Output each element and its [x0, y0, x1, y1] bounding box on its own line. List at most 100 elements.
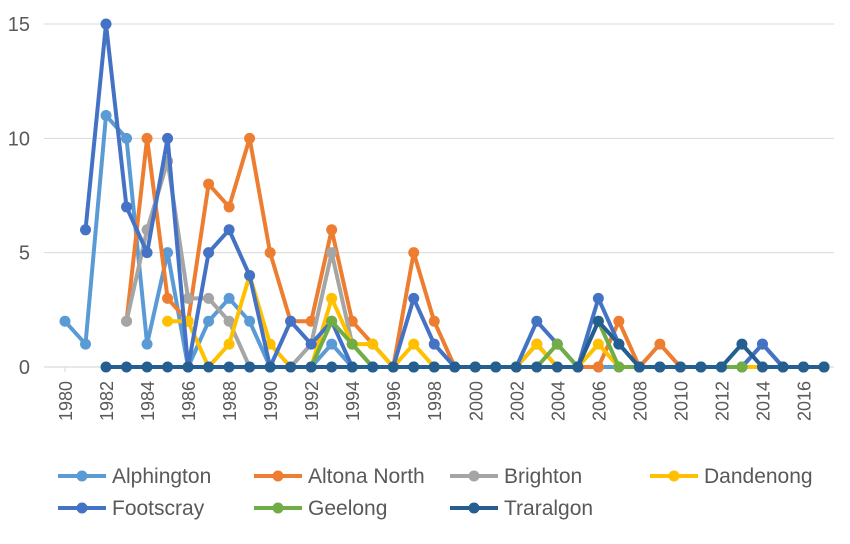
data-point-alphington	[80, 338, 92, 350]
data-point-alphington	[100, 109, 112, 121]
data-point-geelong	[613, 361, 625, 373]
series-traralgon	[100, 315, 830, 373]
data-point-traralgon	[592, 315, 604, 327]
data-point-traralgon	[715, 361, 727, 373]
data-point-alphington	[326, 338, 338, 350]
data-point-traralgon	[141, 361, 153, 373]
data-point-alphington	[223, 292, 235, 304]
data-point-footscray	[80, 224, 92, 236]
data-point-dandenong	[531, 338, 543, 350]
legend-item-traralgon: Traralgon	[450, 497, 593, 520]
x-tick-label: 2010	[671, 381, 691, 421]
data-point-footscray	[203, 247, 215, 259]
data-point-brighton	[223, 315, 235, 327]
data-point-dandenong	[592, 338, 604, 350]
data-point-altona-north	[613, 315, 625, 327]
legend-item-geelong: Geelong	[254, 497, 387, 520]
data-point-traralgon	[121, 361, 133, 373]
data-point-footscray	[428, 338, 440, 350]
data-point-alphington	[203, 315, 215, 327]
x-tick-label: 1998	[425, 381, 445, 421]
data-point-dandenong	[408, 338, 420, 350]
y-tick-label: 0	[19, 357, 30, 379]
data-point-footscray	[531, 315, 543, 327]
data-point-geelong	[736, 361, 748, 373]
series-line-footscray	[83, 22, 826, 369]
legend-swatch-marker	[272, 502, 284, 514]
data-point-alphington	[244, 315, 256, 327]
x-tick-label: 2014	[753, 381, 773, 421]
data-point-traralgon	[695, 361, 707, 373]
data-point-traralgon	[818, 361, 830, 373]
legend-item-altona-north: Altona North	[254, 465, 425, 488]
x-tick-label: 2004	[548, 381, 568, 421]
data-point-traralgon	[244, 361, 256, 373]
data-point-traralgon	[633, 361, 645, 373]
data-point-traralgon	[572, 361, 584, 373]
data-point-altona-north	[592, 361, 604, 373]
legend-swatch-marker	[668, 470, 680, 482]
data-point-traralgon	[449, 361, 461, 373]
data-point-brighton	[182, 292, 194, 304]
legend-item-brighton: Brighton	[450, 465, 582, 488]
legend-swatch-marker	[272, 470, 284, 482]
data-point-footscray	[592, 292, 604, 304]
data-point-traralgon	[797, 361, 809, 373]
legend-label: Dandenong	[704, 465, 813, 488]
legend-label: Traralgon	[504, 497, 593, 520]
data-point-traralgon	[203, 361, 215, 373]
data-point-traralgon	[490, 361, 502, 373]
data-point-footscray	[100, 18, 112, 30]
data-point-traralgon	[531, 361, 543, 373]
data-point-altona-north	[141, 132, 153, 144]
x-tick-label: 1986	[179, 381, 199, 421]
legend-label: Footscray	[112, 497, 205, 520]
x-tick-label: 2008	[630, 381, 650, 421]
series-lines	[59, 18, 830, 373]
data-point-footscray	[756, 338, 768, 350]
data-point-traralgon	[469, 361, 481, 373]
data-point-traralgon	[367, 361, 379, 373]
data-point-brighton	[121, 315, 133, 327]
x-tick-label: 1990	[261, 381, 281, 421]
data-point-traralgon	[551, 361, 563, 373]
y-tick-label: 5	[19, 243, 30, 265]
data-point-traralgon	[346, 361, 358, 373]
data-point-alphington	[59, 315, 71, 327]
data-point-traralgon	[736, 338, 748, 350]
data-point-geelong	[326, 315, 338, 327]
data-point-alphington	[141, 338, 153, 350]
data-point-traralgon	[756, 361, 768, 373]
x-tick-label: 1988	[220, 381, 240, 421]
data-point-alphington	[162, 247, 174, 259]
data-point-brighton	[326, 247, 338, 259]
data-point-traralgon	[510, 361, 522, 373]
data-point-traralgon	[428, 361, 440, 373]
data-point-alphington	[121, 132, 133, 144]
x-tick-label: 1980	[56, 381, 76, 421]
legend-item-footscray: Footscray	[58, 497, 205, 520]
data-point-dandenong	[223, 338, 235, 350]
legend-swatch-marker	[468, 470, 480, 482]
legend-label: Alphington	[112, 465, 211, 488]
x-tick-label: 1996	[384, 381, 404, 421]
legend: Alphington Altona North Brighton Dandenong F…	[58, 465, 813, 520]
data-point-altona-north	[162, 292, 174, 304]
data-point-traralgon	[162, 361, 174, 373]
data-point-footscray	[305, 338, 317, 350]
data-point-dandenong	[326, 292, 338, 304]
x-axis: 1980 1982 1984 1986 1988 1990 1992 1994 1996 1998…	[44, 366, 834, 421]
x-tick-label: 1982	[97, 381, 117, 421]
legend-swatch-marker	[468, 502, 480, 514]
data-point-altona-north	[223, 201, 235, 213]
data-point-traralgon	[387, 361, 399, 373]
legend-swatch-marker	[76, 502, 88, 514]
data-point-altona-north	[428, 315, 440, 327]
data-point-footscray	[285, 315, 297, 327]
data-point-geelong	[551, 338, 563, 350]
x-tick-label: 2000	[466, 381, 486, 421]
x-tick-label: 2012	[712, 381, 732, 421]
x-tick-label: 1992	[302, 381, 322, 421]
